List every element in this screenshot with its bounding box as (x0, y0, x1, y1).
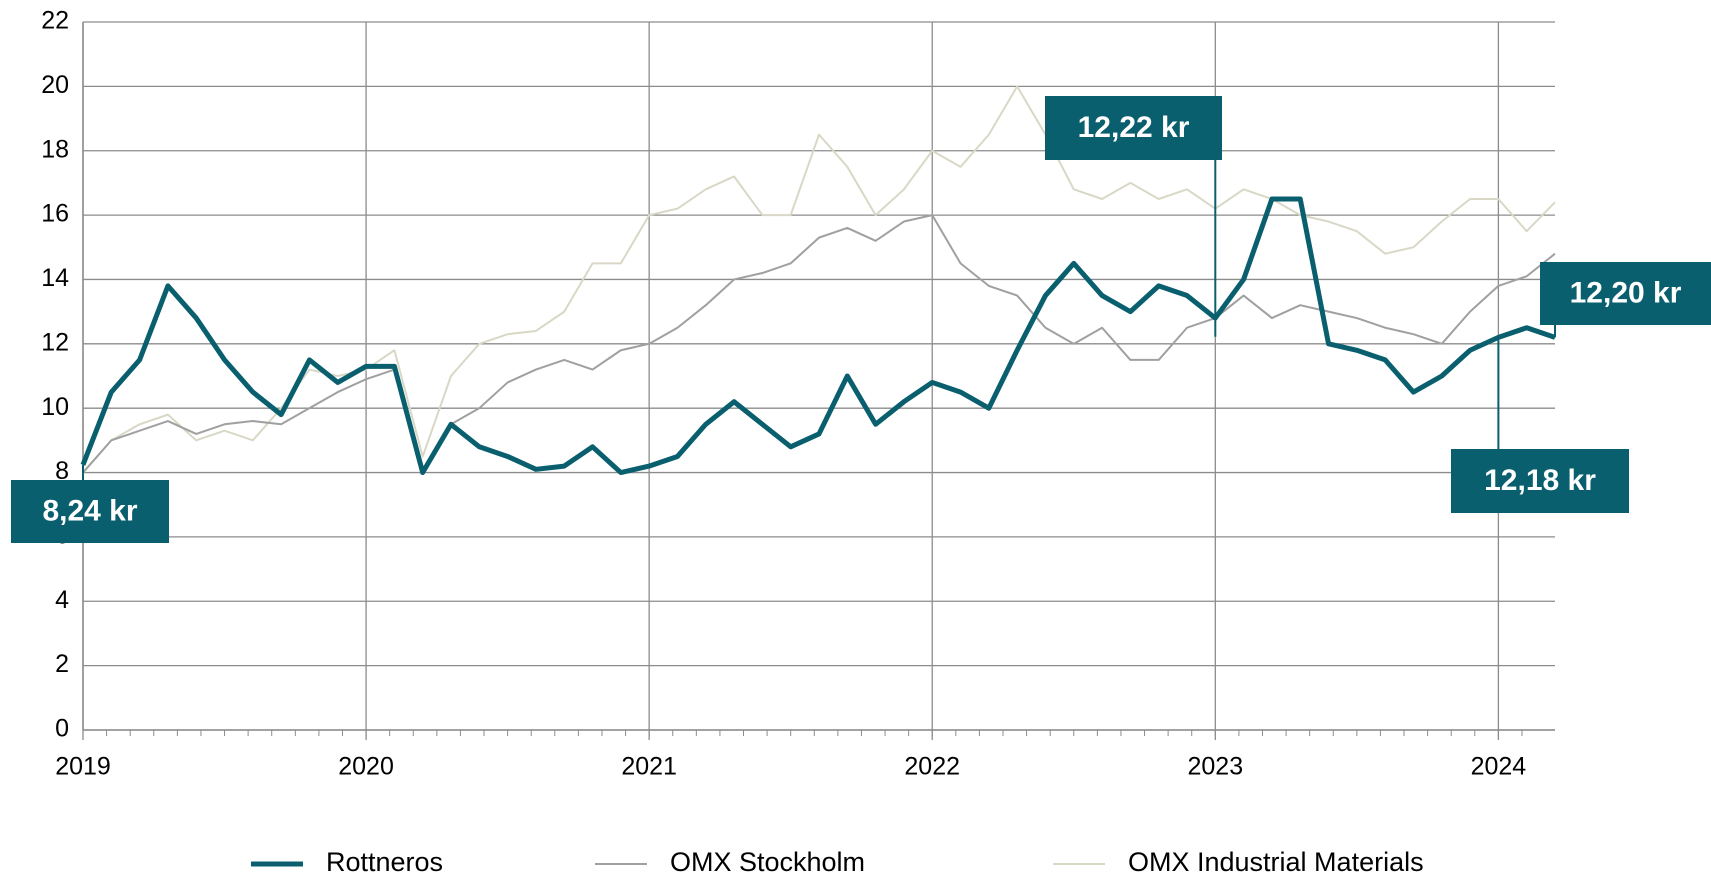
annotation-box (11, 480, 169, 543)
series-line (82, 214, 1556, 474)
legend-label: Rottneros (326, 847, 443, 877)
legend-label: OMX Industrial Materials (1128, 847, 1424, 877)
annotation-label: 12,20 kr (1570, 276, 1682, 309)
y-tick-label: 10 (41, 393, 69, 421)
x-tick-label: 2020 (338, 753, 394, 781)
y-tick-label: 14 (41, 264, 69, 292)
series-line (80, 196, 1556, 476)
annotation-box (1451, 449, 1629, 513)
x-tick-label: 2021 (621, 753, 677, 781)
y-tick-label: 20 (41, 71, 69, 99)
y-tick-label: 0 (55, 715, 69, 743)
y-tick-label: 22 (41, 7, 69, 35)
annotation-label: 12,22 kr (1078, 111, 1190, 144)
y-tick-label: 12 (41, 328, 69, 356)
annotation-box (1045, 96, 1222, 160)
x-tick-label: 2022 (904, 753, 960, 781)
legend-label: OMX Stockholm (670, 847, 865, 877)
x-tick-label: 2024 (1471, 753, 1527, 781)
y-tick-label: 8 (55, 457, 69, 485)
x-tick-label: 2019 (55, 753, 111, 781)
annotation-label: 8,24 kr (42, 494, 137, 527)
annotation-label: 12,18 kr (1484, 464, 1596, 497)
y-tick-label: 18 (41, 135, 69, 163)
annotation-box (1540, 262, 1711, 325)
y-tick-label: 4 (55, 586, 69, 614)
x-tick-label: 2023 (1187, 753, 1243, 781)
y-tick-label: 16 (41, 200, 69, 228)
y-tick-label: 2 (55, 650, 69, 678)
